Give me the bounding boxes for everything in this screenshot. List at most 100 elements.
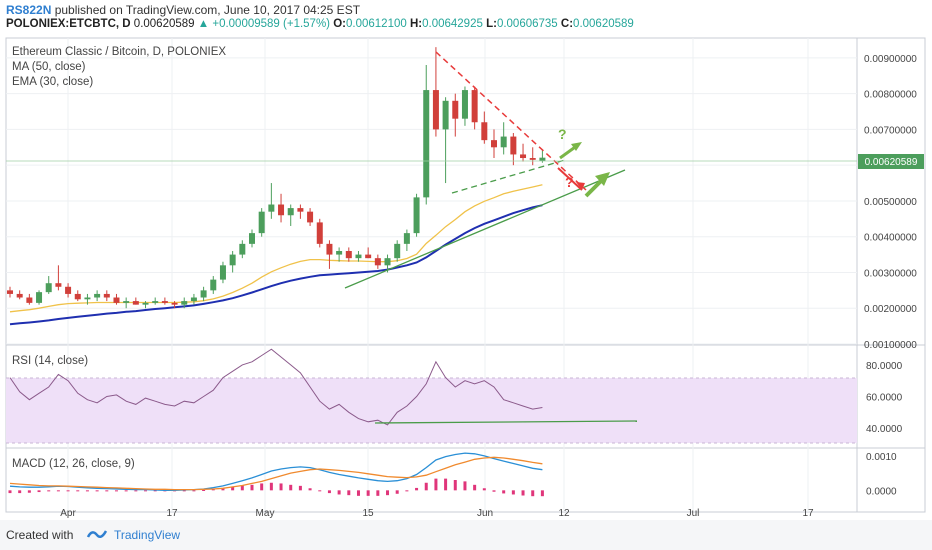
candle-body [152,301,159,303]
candle-body [229,254,236,266]
ema-line [9,184,543,313]
macd-hist-bar [221,487,225,491]
candle-body [200,290,207,298]
candle-body [345,251,352,259]
macd-hist-bar [347,490,351,496]
question-mark-down: ? [565,174,574,190]
macd-hist-bar [144,490,148,492]
macd-tick-label: 0.0010 [866,452,897,463]
low-value: 0.00606735 [496,18,558,30]
candle-body [103,293,110,298]
price-tick-label: 0.00700000 [864,125,917,136]
candle-body [520,154,527,159]
tradingview-link[interactable]: TradingView [114,528,181,542]
candle-body [7,290,13,294]
symbol: POLONIEX:ETCBTC, D [6,18,131,30]
time-tick-label: May [256,508,275,519]
candle-body [190,297,197,302]
candle-body [432,90,439,130]
macd-hist-bar [18,490,22,494]
tradingview-logo-icon [86,530,108,539]
up-arrow-icon: ▲ [197,18,210,30]
candle-body [239,243,246,255]
candle-body [374,258,381,266]
macd-hist-bar [434,478,438,491]
price-tick-label: 0.00100000 [864,340,917,351]
macd-hist-bar [502,490,506,494]
price-tick-label: 0.00400000 [864,233,917,244]
time-tick-label: 12 [558,508,570,519]
candle-body [355,254,362,259]
macd-hist-bar [308,488,312,491]
ma-line [9,204,543,326]
macd-hist-bar [366,490,370,496]
published-text: published on TradingView.com, June 10, 2… [54,3,361,17]
change: +0.00009589 (+1.57%) [212,18,331,30]
price-tag-label: 0.00620589 [865,157,918,168]
candle-body [316,222,323,244]
candle-body [210,279,217,291]
candle-body [336,251,343,255]
ema-legend[interactable]: EMA (30, close) [12,76,93,88]
candle-body [297,208,304,212]
ma-path [9,204,543,326]
candle-body [326,243,333,255]
rsi-tick-label: 60.0000 [866,393,903,404]
candle-body [123,301,130,303]
candle-body [161,301,168,303]
macd-hist-bar [153,490,157,492]
time-tick-label: 17 [802,508,814,519]
price-axis: 0.009000000.008000000.007000000.00600000… [864,54,917,497]
rsi-legend[interactable]: RSI (14, close) [12,355,88,367]
red-arrow-icon [576,182,585,190]
macd-hist-bar [453,480,457,491]
candle-body [287,208,294,216]
c-label: C: [560,18,574,30]
candle-body [132,301,139,305]
macd-hist-bar [85,490,89,492]
macd-hist-bar [124,490,128,492]
macd-hist-bar [521,490,525,496]
candle-body [413,197,420,234]
macd-hist-bar [95,490,99,492]
candle-body [74,293,81,300]
candle-body [36,292,43,303]
candle-body [307,211,314,223]
l-label: L: [486,18,497,30]
candle-body [394,243,401,259]
macd-hist-bar [182,490,186,492]
candle-body [16,293,23,298]
footer: Created with TradingView [0,520,932,550]
candle-body [268,204,275,212]
macd-hist-bar [463,481,467,491]
chart-canvas[interactable]: 0.009000000.008000000.007000000.00600000… [0,0,932,520]
macd-hist-bar [405,490,409,492]
price-tick-label: 0.00800000 [864,90,917,101]
macd-hist-bar [27,490,31,493]
macd-hist-bar [376,490,380,496]
price-tick-label: 0.00200000 [864,304,917,315]
macd-tick-label: 0.0000 [866,486,897,497]
macd-hist-bar [192,490,196,492]
macd-hist-bar [231,486,235,491]
candle-body [65,286,72,294]
macd-hist-bar [76,490,80,492]
green-arrow-large-icon [595,172,610,186]
candle-body [452,100,459,119]
author-name[interactable]: RS822N [6,3,52,17]
candle-body [529,158,536,160]
question-mark-up: ? [558,126,567,142]
ma-legend[interactable]: MA (50, close) [12,61,86,73]
candle-body [55,283,62,287]
macd-hist-bar [415,487,419,491]
trend-support-line [344,169,626,289]
red-arrow-shaft [557,167,583,191]
candles [7,47,546,309]
macd-hist-bar [473,484,477,491]
candle-body [500,136,507,148]
macd-hist-bar [531,490,535,497]
time-tick-label: 15 [362,508,374,519]
macd-hist-bar [279,483,283,491]
macd-legend[interactable]: MACD (12, 26, close, 9) [12,458,135,470]
macd-pane-plot [8,452,544,497]
